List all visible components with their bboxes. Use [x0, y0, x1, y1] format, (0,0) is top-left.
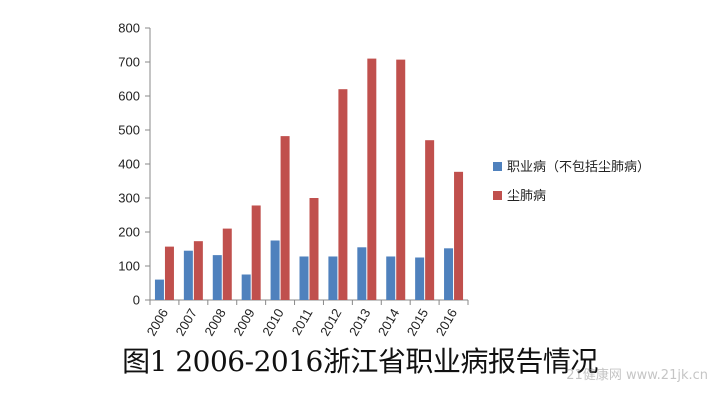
x-tick-label: 2012 [317, 306, 344, 339]
bar-chart: 2006 2007 2008 2009 2010 2011 2012 2013 2014 2015… [118, 21, 650, 339]
legend-label: 尘肺病 [507, 189, 546, 204]
bar-pneumoconiosis-2016 [454, 171, 464, 300]
legend-swatch [493, 162, 502, 171]
bar-occupational-2009 [241, 274, 251, 300]
bar-occupational-2014 [386, 256, 396, 300]
y-tick-label: 400 [118, 157, 140, 172]
y-tick-label: 600 [118, 89, 140, 104]
bar-occupational-2015 [415, 257, 425, 300]
y-tick-label: 500 [118, 123, 140, 138]
x-tick-label: 2009 [230, 306, 257, 339]
y-tick-labels: 0 100 200 300 400 500 600 700 800 [118, 21, 140, 308]
x-tick-label: 2011 [289, 306, 316, 338]
bar-pneumoconiosis-2014 [396, 59, 406, 301]
chart-axes [145, 27, 469, 305]
y-tick-label: 100 [118, 259, 140, 274]
chart-legend: 职业病（不包括尘肺病） 尘肺病 [493, 160, 650, 204]
bar-occupational-2010 [270, 240, 280, 300]
legend-label: 职业病（不包括尘肺病） [507, 160, 650, 175]
bar-pneumoconiosis-2011 [309, 198, 319, 300]
x-tick-label: 2006 [144, 306, 171, 339]
bar-pneumoconiosis-2006 [164, 246, 174, 300]
bar-pneumoconiosis-2009 [251, 205, 261, 300]
bar-occupational-2011 [299, 256, 309, 300]
y-tick-label: 700 [118, 55, 140, 70]
chart-bars [154, 58, 464, 301]
watermark: 21健康网 www.21jk.cn [566, 368, 708, 383]
x-tick-label: 2007 [173, 306, 200, 339]
x-tick-labels: 2006 2007 2008 2009 2010 2011 2012 2013 2014 2015… [144, 306, 461, 339]
bar-pneumoconiosis-2007 [193, 241, 203, 300]
x-tick-label: 2014 [375, 306, 402, 339]
y-tick-label: 200 [118, 225, 140, 240]
bar-occupational-2012 [328, 256, 338, 300]
legend-swatch [493, 191, 502, 200]
bar-occupational-2016 [444, 248, 454, 300]
bar-occupational-2008 [212, 255, 222, 300]
bar-pneumoconiosis-2012 [338, 89, 348, 300]
bar-pneumoconiosis-2008 [222, 228, 232, 300]
figure-caption: 图1 2006-2016浙江省职业病报告情况 [122, 345, 598, 378]
y-tick-label: 300 [118, 191, 140, 206]
y-tick-label: 0 [133, 293, 140, 308]
x-tick-label: 2016 [433, 306, 460, 339]
bar-pneumoconiosis-2015 [425, 140, 435, 300]
bar-pneumoconiosis-2013 [367, 58, 377, 300]
x-tick-label: 2008 [201, 306, 228, 339]
x-tick-label: 2013 [346, 306, 373, 339]
bar-occupational-2013 [357, 247, 367, 300]
bar-pneumoconiosis-2010 [280, 136, 290, 300]
bar-occupational-2007 [183, 250, 193, 300]
bar-occupational-2006 [154, 279, 164, 300]
x-tick-label: 2010 [259, 306, 286, 339]
y-tick-label: 800 [118, 21, 140, 36]
x-tick-label: 2015 [404, 306, 431, 339]
